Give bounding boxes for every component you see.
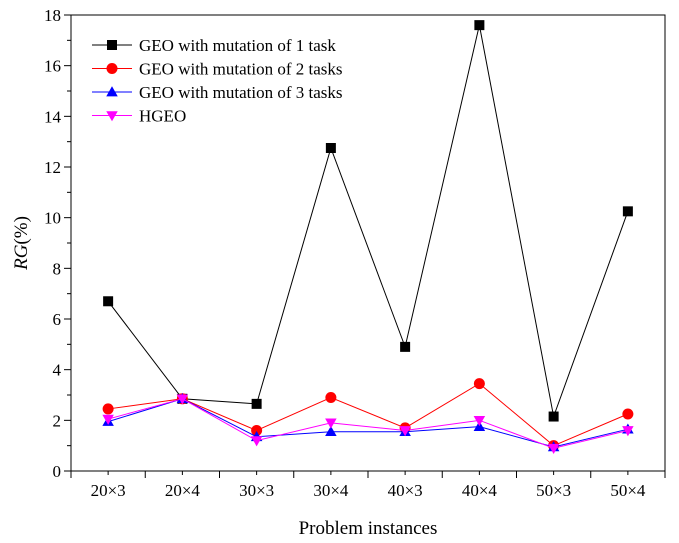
series-line: [107, 398, 628, 449]
legend-label: GEO with mutation of 1 task: [139, 36, 336, 55]
y-axis-label: RG(%): [11, 216, 32, 271]
y-axis-label-unit: (%): [11, 216, 32, 244]
data-point: [325, 143, 336, 153]
x-tick-label: 20×4: [165, 481, 201, 500]
x-tick-label: 40×3: [388, 481, 423, 500]
y-tick-label: 8: [53, 259, 62, 278]
legend-entry: HGEO: [92, 107, 186, 126]
data-point: [622, 206, 633, 217]
data-point: [102, 403, 114, 415]
x-tick-label: 40×4: [462, 481, 498, 500]
x-tick-label: 20×3: [91, 481, 126, 500]
data-point: [106, 63, 118, 74]
y-tick-label: 12: [44, 158, 61, 177]
data-point: [251, 424, 263, 436]
series-line: [107, 398, 628, 448]
y-tick-label: 18: [44, 6, 61, 25]
x-axis: 20×3 20×4 30×3 30×4 40×3 40×4 50×3 50×4: [70, 471, 666, 500]
y-axis-label-italic: RG: [11, 244, 32, 271]
legend-entry: GEO with mutation of 1 task: [92, 36, 336, 55]
data-point: [622, 408, 634, 420]
series: [103, 20, 633, 422]
x-tick-label: 30×4: [313, 481, 349, 500]
legend-entry: GEO with mutation of 2 tasks: [92, 60, 343, 79]
legend-entry: GEO with mutation of 3 tasks: [92, 83, 343, 102]
series-line: [107, 25, 629, 419]
data-point: [548, 411, 559, 422]
data-point: [103, 296, 114, 307]
series-layer: [102, 20, 634, 454]
data-point: [473, 416, 486, 427]
x-tick-label: 50×3: [536, 481, 571, 500]
data-point: [106, 111, 118, 122]
data-point: [250, 436, 263, 447]
data-point: [400, 341, 411, 352]
y-tick-label: 10: [44, 209, 61, 228]
data-point: [102, 414, 114, 425]
data-point: [106, 86, 118, 97]
data-point: [107, 40, 117, 50]
y-tick-label: 4: [53, 361, 62, 380]
y-tick-label: 0: [53, 462, 62, 481]
data-point: [325, 418, 337, 429]
x-tick-label: 50×4: [610, 481, 646, 500]
data-point: [325, 392, 337, 404]
x-tick-label: 30×3: [239, 481, 274, 500]
x-axis-label: Problem instances: [299, 518, 438, 539]
data-point: [474, 20, 485, 31]
data-point: [325, 425, 337, 437]
legend: GEO with mutation of 1 task GEO with muta…: [92, 36, 343, 126]
data-point: [251, 398, 262, 409]
series-line: [108, 382, 629, 447]
y-tick-label: 6: [53, 310, 62, 329]
legend-label: GEO with mutation of 2 tasks: [139, 60, 343, 79]
data-point: [176, 394, 189, 405]
y-tick-label: 14: [44, 107, 62, 126]
data-point: [547, 443, 560, 454]
y-axis: 0 2 4 6 8 10 12 14 16 18: [44, 6, 71, 481]
legend-label: HGEO: [139, 107, 186, 126]
data-point: [622, 426, 634, 437]
y-tick-label: 16: [44, 57, 61, 76]
series: [102, 394, 634, 454]
y-tick-label: 2: [53, 411, 62, 430]
data-point: [473, 378, 485, 390]
legend-label: GEO with mutation of 3 tasks: [139, 83, 343, 102]
data-point: [399, 426, 411, 437]
